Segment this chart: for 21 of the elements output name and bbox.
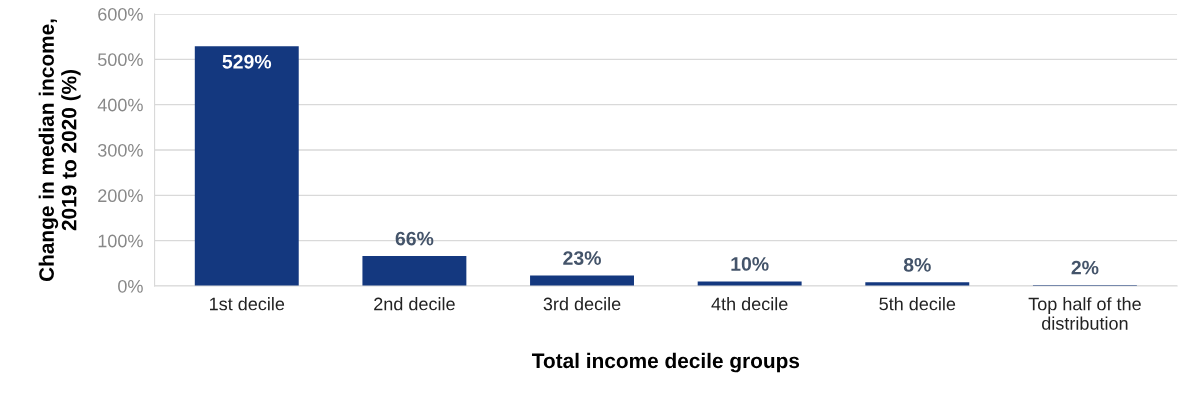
y-tick-label: 600% (98, 7, 143, 21)
y-tick-label: 300% (97, 143, 143, 157)
x-tick-label: 5th decile (879, 297, 956, 311)
x-tick-label: 1st decile (210, 297, 285, 311)
x-tick-label: Top half of the distribution (1028, 297, 1141, 330)
x-tick-label: 3rd decile (543, 297, 621, 311)
data-label: 23% (563, 251, 601, 265)
x-tick-label: 4th decile (711, 297, 788, 311)
data-label: 8% (903, 257, 931, 272)
x-tick-label: 2nd decile (374, 297, 455, 311)
x-axis-title: Total income decile groups (531, 352, 800, 373)
y-tick-label: 200% (98, 189, 143, 203)
data-label: 2% (1071, 260, 1099, 275)
data-label: 529% (222, 54, 272, 69)
y-tick-label: 100% (98, 234, 143, 248)
y-axis-title: Change in median income, 2019 to 2020 (%) (38, 19, 81, 282)
y-tick-label: 500% (98, 53, 143, 67)
y-tick-label: 400% (97, 98, 143, 112)
data-label: 10% (731, 257, 769, 271)
data-label: 66% (395, 231, 434, 246)
y-tick-label: 0% (118, 279, 143, 293)
